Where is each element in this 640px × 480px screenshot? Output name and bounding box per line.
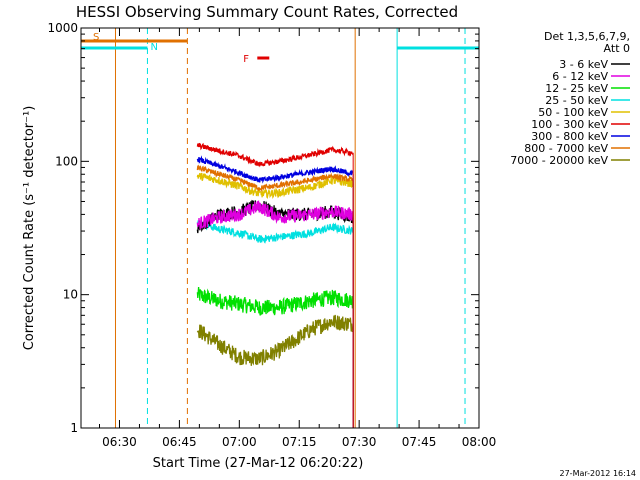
y-tick-label: 100 [55,154,78,168]
y-axis: 1 10 100 1000 [47,21,479,435]
legend-label: 25 - 50 keV [545,94,608,107]
x-tick-label: 08:00 [462,435,497,449]
series-line-3 [196,218,354,244]
x-tick-label: 06:45 [162,435,197,449]
legend-label: 50 - 100 keV [538,106,608,119]
time-markers [114,28,466,428]
legend-title-line2: Att 0 [604,42,630,55]
legend-label: 7000 - 20000 keV [510,154,608,167]
chart-title: HESSI Observing Summary Count Rates, Cor… [76,3,458,21]
legend-label: 800 - 7000 keV [524,142,608,155]
series-line-7 [196,164,354,193]
legend-label: 12 - 25 keV [545,82,608,95]
flag-bars: S N F [81,32,479,65]
flag-label: F [243,54,249,65]
series-line-1 [196,200,354,230]
legend-label: 6 - 12 keV [552,70,608,83]
y-axis-label: Corrected Count Rate (s⁻¹ detector⁻¹) [22,106,37,351]
x-tick-label: 07:30 [342,435,377,449]
plot-frame [80,27,480,429]
flag-label: S [93,32,99,43]
series-group [196,142,354,428]
y-tick-label: 10 [63,288,78,302]
series-line-5 [196,142,354,168]
y-tick-label: 1 [70,421,78,435]
x-axis: 06:30 06:45 07:00 07:15 07:30 07:45 08:00 [99,28,497,449]
y-tick-label: 1000 [47,21,78,35]
timestamp: 27-Mar-2012 16:14 [560,469,637,478]
legend-label: 100 - 300 keV [531,118,608,131]
series-line-2 [196,287,354,316]
x-tick-label: 07:15 [282,435,317,449]
x-tick-label: 07:45 [402,435,437,449]
x-axis-label: Start Time (27-Mar-12 06:20:22) [153,456,364,471]
x-tick-label: 06:30 [102,435,137,449]
flag-label: N [150,42,157,53]
x-tick-label: 07:00 [222,435,257,449]
legend-label: 3 - 6 keV [559,58,608,71]
series-line-4 [196,172,354,199]
legend-title-line1: Det 1,3,5,6,7,9, [544,30,630,43]
legend-label: 300 - 800 keV [531,130,608,143]
series-line-8 [196,314,354,366]
series-line-6 [196,155,354,184]
